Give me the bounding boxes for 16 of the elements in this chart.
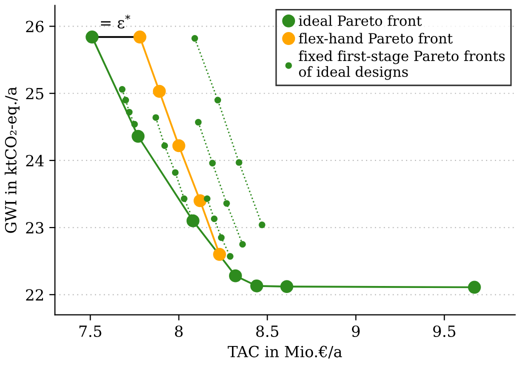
y-tick-label: 24: [26, 154, 44, 166]
x-tick-label: 9: [352, 325, 360, 338]
y-tick-label: 25: [26, 88, 44, 100]
x-tick-label: 8: [174, 325, 183, 338]
annotation: = ε$^{*}$: [100, 14, 130, 28]
y-tick-label: 26: [26, 20, 44, 32]
y-tick-label: 22: [26, 289, 43, 300]
y-axis-title: GWI in ktCO₂-eq./a: [4, 86, 20, 233]
y-tick-label: 23: [26, 222, 44, 234]
legend-label: flex-hand Pareto front: [298, 32, 453, 44]
x-tick-label: 8.5: [256, 325, 278, 338]
legend-label: ideal Pareto front: [298, 15, 422, 26]
x-tick-label: 7.5: [79, 326, 102, 338]
legend-label: fixed first-stage Pareto fronts of ideal designs: [298, 50, 505, 80]
x-tick-label: 9.5: [433, 325, 456, 338]
x-axis-title: TAC in Mio.€/a: [228, 346, 342, 359]
